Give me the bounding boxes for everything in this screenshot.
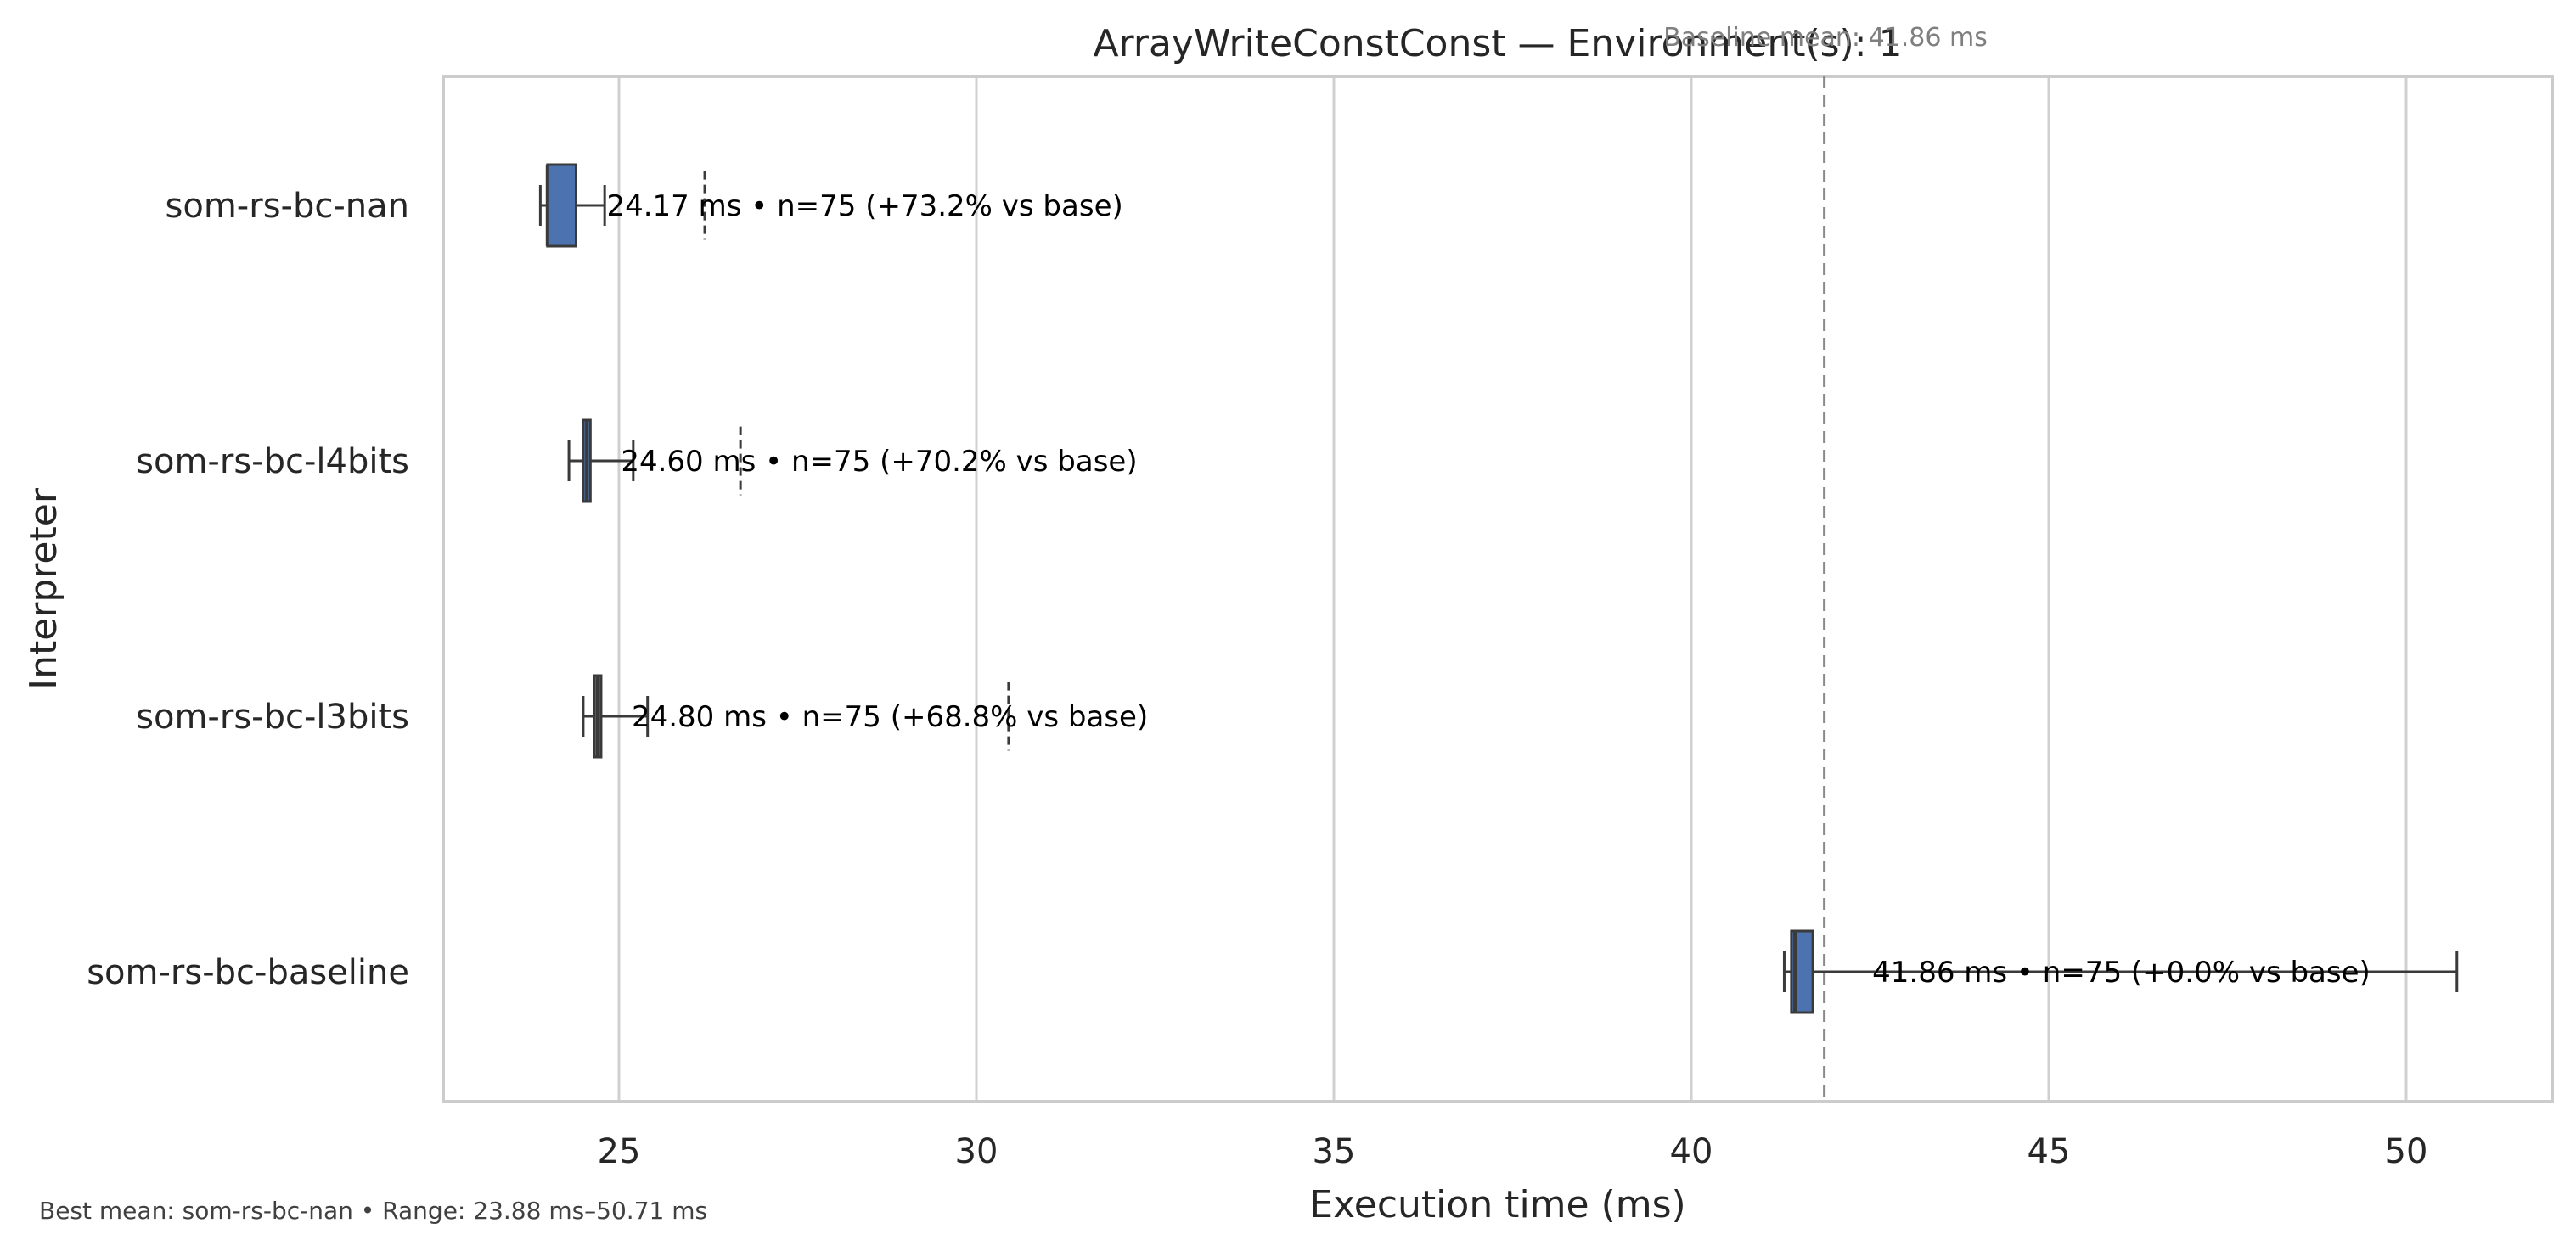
x-tick-label-30: 30 <box>955 1132 998 1171</box>
grid-lines <box>617 76 2408 1102</box>
y-tick-label-som-rs-bc-l4bits: som-rs-bc-l4bits <box>136 442 409 481</box>
box-som-rs-bc-nan <box>538 163 706 248</box>
box-som-rs-bc-l4bits <box>567 418 742 503</box>
y-tick-label-som-rs-bc-baseline: som-rs-bc-baseline <box>87 953 409 992</box>
x-tick-label-50: 50 <box>2385 1132 2428 1171</box>
x-axis-label: Execution time (ms) <box>1309 1183 1685 1226</box>
y-tick-label-som-rs-bc-l3bits: som-rs-bc-l3bits <box>136 698 409 737</box>
annotation-layer: 24.17 ms • n=75 (+73.2% vs base) 24.60 ms… <box>606 189 2370 990</box>
baseline-mean-label: Baseline mean: 41.86 ms <box>1663 23 1988 53</box>
annotation-som-rs-bc-nan: 24.17 ms • n=75 (+73.2% vs base) <box>606 189 1122 223</box>
box-som-rs-bc-l3bits <box>582 674 1010 759</box>
x-tick-label-40: 40 <box>1670 1132 1713 1171</box>
box-body-som-rs-bc-nan <box>546 163 577 248</box>
annotation-som-rs-bc-l3bits: 24.80 ms • n=75 (+68.8% vs base) <box>632 700 1148 734</box>
x-tick-label-25: 25 <box>598 1132 641 1171</box>
footer-summary: Best mean: som-rs-bc-nan • Range: 23.88 … <box>39 1197 707 1225</box>
y-axis-label: Interpreter <box>22 487 65 690</box>
box-layer <box>538 163 2459 1014</box>
x-tick-label-45: 45 <box>2028 1132 2071 1171</box>
annotation-som-rs-bc-l4bits: 24.60 ms • n=75 (+70.2% vs base) <box>621 445 1137 479</box>
y-tick-labels: som-rs-bc-nan som-rs-bc-l4bits som-rs-bc-l… <box>87 187 409 992</box>
x-tick-label-35: 35 <box>1313 1132 1356 1171</box>
y-tick-label-som-rs-bc-nan: som-rs-bc-nan <box>166 187 409 226</box>
annotation-som-rs-bc-baseline: 41.86 ms • n=75 (+0.0% vs base) <box>1872 956 2371 990</box>
x-tick-labels: 25 30 35 40 45 50 <box>598 1132 2428 1171</box>
plot-frame <box>442 75 2554 1103</box>
box-som-rs-bc-baseline <box>1782 929 2459 1014</box>
chart-title: ArrayWriteConstConst — Environment(s): 1 <box>1093 22 1902 65</box>
